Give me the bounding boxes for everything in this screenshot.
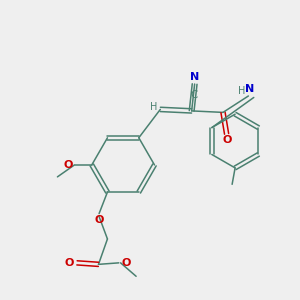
Text: O: O xyxy=(122,258,131,268)
Text: N: N xyxy=(245,84,254,94)
Text: C: C xyxy=(190,90,198,100)
Text: H: H xyxy=(238,86,245,96)
Text: O: O xyxy=(223,136,232,146)
Text: N: N xyxy=(190,73,199,82)
Text: H: H xyxy=(150,102,158,112)
Text: O: O xyxy=(95,215,104,225)
Text: O: O xyxy=(63,160,73,170)
Text: O: O xyxy=(65,258,74,268)
